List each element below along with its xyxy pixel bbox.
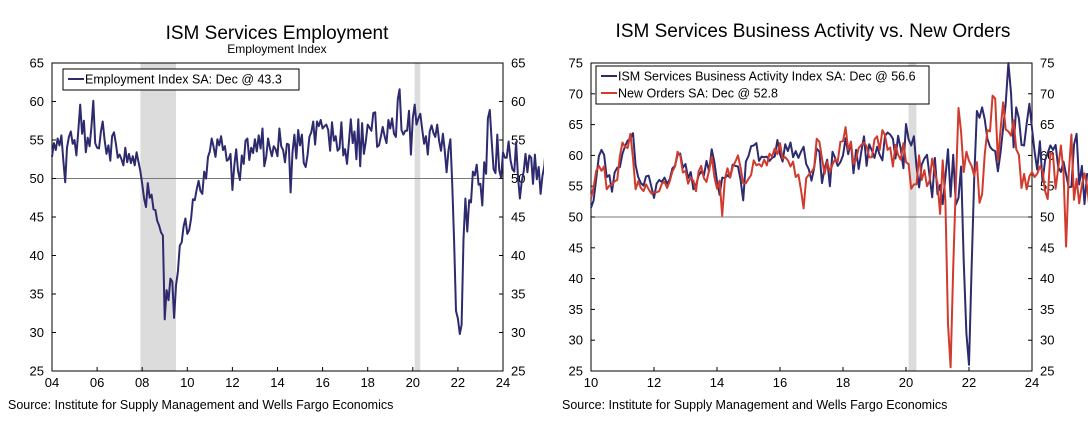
y-tick-label-left: 25 [30, 364, 44, 379]
plot-frame [51, 62, 504, 372]
y-tick-label-left: 40 [569, 271, 583, 286]
y-tick-label-left: 25 [569, 364, 583, 379]
y-tick-label-left: 35 [569, 302, 583, 317]
chart-title: ISM Services Employment [166, 23, 390, 44]
y-tick-label-left: 30 [569, 333, 583, 348]
x-tick-label: 18 [360, 375, 374, 390]
legend-label: ISM Services Business Activity Index SA:… [618, 70, 916, 84]
y-tick-label-left: 60 [569, 148, 583, 163]
legend-label: Employment Index SA: Dec @ 43.3 [85, 73, 282, 87]
y-tick-label-right: 35 [1040, 302, 1054, 317]
y-tick-label-right: 65 [1040, 117, 1054, 132]
recession-shading [140, 63, 177, 371]
y-tick-label-right: 60 [511, 94, 525, 109]
y-tick-label-left: 70 [569, 86, 583, 101]
activity-orders-chart-panel: ISM Services Business Activity vs. New O… [544, 0, 1088, 429]
y-tick-label-left: 75 [569, 56, 583, 71]
y-tick-label-left: 60 [30, 94, 44, 109]
y-tick-label-left: 55 [30, 133, 44, 148]
y-tick-label-right: 35 [511, 287, 525, 302]
y-tick-label-left: 45 [569, 240, 583, 255]
y-tick-label-left: 40 [30, 248, 44, 263]
x-tick-label: 16 [773, 375, 787, 390]
activity-orders-chart: ISM Services Business Activity vs. New O… [562, 21, 1088, 412]
x-tick-label: 10 [584, 375, 598, 390]
employment-chart-panel: ISM Services Employment Employment Index… [8, 23, 544, 412]
x-tick-label: 14 [270, 375, 284, 390]
y-tick-label-right: 45 [511, 210, 525, 225]
recession-shading [414, 63, 421, 371]
x-tick-label: 10 [180, 375, 194, 390]
y-tick-label-right: 25 [1040, 364, 1054, 379]
x-tick-label: 08 [135, 375, 149, 390]
x-tick-label: 24 [496, 375, 510, 390]
chart-source: Source: Institute for Supply Management … [8, 398, 393, 412]
y-tick-label-left: 55 [569, 179, 583, 194]
x-tick-label: 22 [451, 375, 465, 390]
x-tick-label: 06 [90, 375, 104, 390]
series-line-0 [51, 88, 544, 335]
legend-label: New Orders SA: Dec @ 52.8 [618, 87, 778, 101]
y-tick-label-left: 45 [30, 210, 44, 225]
y-tick-label-left: 50 [30, 171, 44, 186]
plot-frame [590, 62, 1033, 372]
y-tick-label-right: 70 [1040, 86, 1054, 101]
y-tick-label-right: 45 [1040, 240, 1054, 255]
x-tick-label: 04 [45, 375, 59, 390]
x-tick-label: 16 [315, 375, 329, 390]
y-tick-label-left: 65 [569, 117, 583, 132]
x-tick-label: 18 [836, 375, 850, 390]
y-tick-label-left: 65 [30, 56, 44, 71]
legend-box [595, 65, 930, 105]
employment-chart: ISM Services Employment Employment Index… [8, 23, 544, 412]
y-tick-label-left: 50 [569, 210, 583, 225]
y-tick-label-right: 40 [511, 248, 525, 263]
x-tick-label: 12 [225, 375, 239, 390]
y-tick-label-right: 55 [511, 133, 525, 148]
y-tick-label-right: 25 [511, 364, 525, 379]
x-tick-label: 12 [647, 375, 661, 390]
y-tick-label-right: 40 [1040, 271, 1054, 286]
y-tick-label-right: 75 [1040, 56, 1054, 71]
x-tick-label: 24 [1025, 375, 1039, 390]
y-tick-label-right: 30 [1040, 333, 1054, 348]
x-tick-label: 20 [406, 375, 420, 390]
x-tick-label: 14 [710, 375, 724, 390]
x-tick-label: 20 [899, 375, 913, 390]
chart-source: Source: Institute for Supply Management … [562, 398, 947, 412]
series-line-1 [590, 94, 1088, 369]
x-tick-label: 22 [962, 375, 976, 390]
chart-subtitle: Employment Index [227, 42, 326, 56]
y-tick-label-right: 50 [1040, 210, 1054, 225]
y-tick-label-right: 30 [511, 325, 525, 340]
chart-title: ISM Services Business Activity vs. New O… [616, 21, 1011, 42]
legend-box [62, 68, 300, 91]
series-line-0 [590, 62, 1088, 366]
y-tick-label-left: 30 [30, 325, 44, 340]
y-tick-label-left: 35 [30, 287, 44, 302]
y-tick-label-right: 65 [511, 56, 525, 71]
